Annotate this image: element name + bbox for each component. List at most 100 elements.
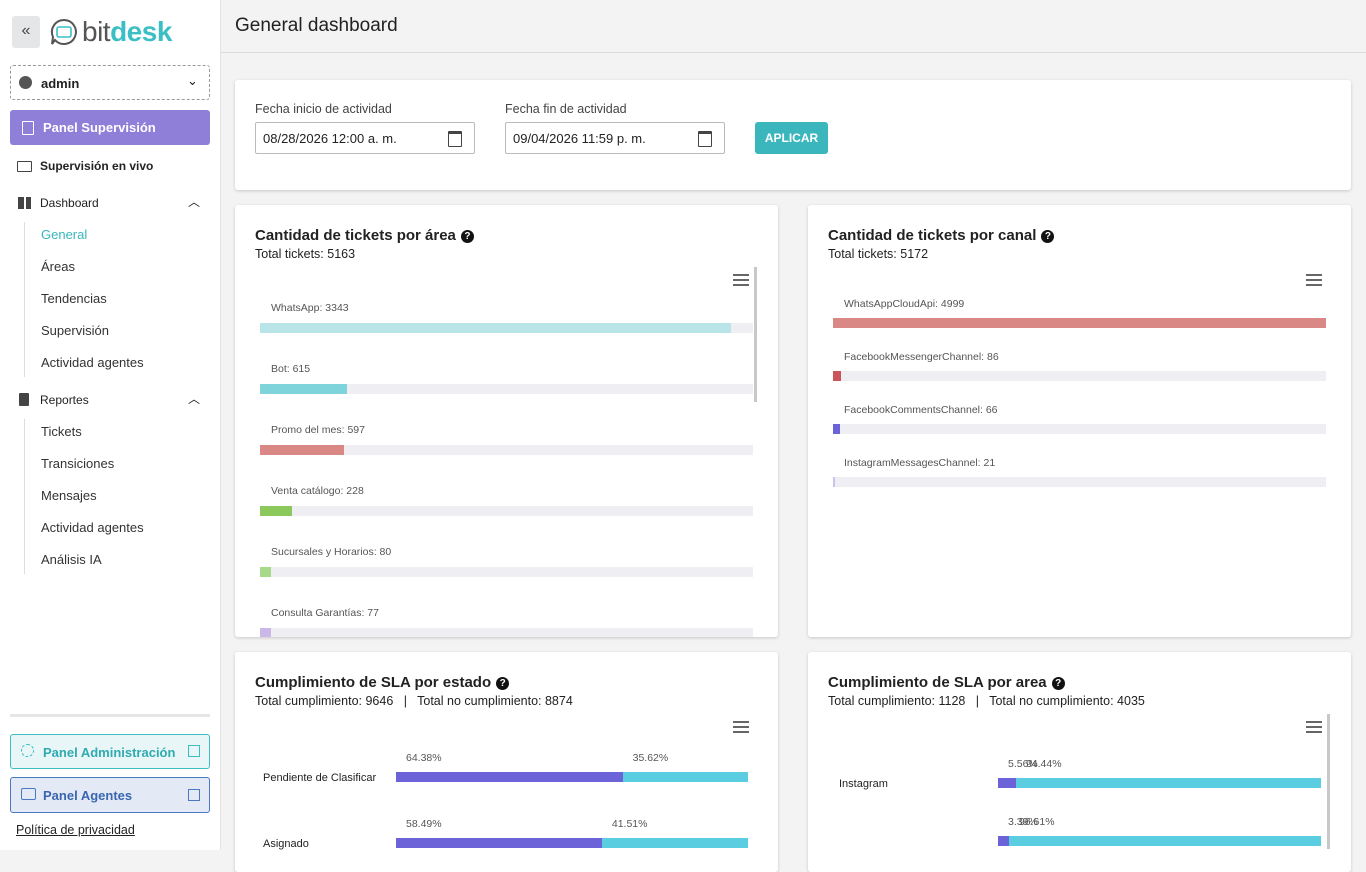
- logo-icon: [50, 18, 77, 45]
- chart-title: Cumplimiento de SLA por estado?: [255, 674, 510, 691]
- bar-label: WhatsApp: 3343: [271, 302, 349, 314]
- chart-subtitle: Total tickets: 5163: [255, 247, 356, 261]
- nav-item[interactable]: General: [41, 227, 88, 242]
- chart-card: Cantidad de tickets por área? Total ticke…: [235, 205, 778, 637]
- chart-menu[interactable]: [1306, 721, 1322, 733]
- segment-label: 3.39%: [1008, 816, 1038, 828]
- chart-subtitle: Total cumplimiento: 9646 | Total no cump…: [255, 694, 573, 708]
- bar-track: [260, 567, 753, 577]
- nav-item[interactable]: Transiciones: [41, 456, 115, 471]
- header: General dashboard: [221, 0, 1366, 53]
- external-icon: [188, 789, 200, 801]
- user-dropdown[interactable]: admin ⌄: [10, 65, 210, 100]
- nav-group[interactable]: Reportes: [40, 393, 89, 407]
- nav-item[interactable]: Actividad agentes: [41, 520, 144, 535]
- chart-card: Cantidad de tickets por canal? Total tick…: [808, 205, 1351, 637]
- nav-item[interactable]: Tickets: [41, 424, 82, 439]
- chart-card: Cumplimiento de SLA por estado? Total cum…: [235, 652, 778, 872]
- calendar-icon: [698, 131, 712, 147]
- bar-track: [260, 506, 753, 516]
- chart-menu[interactable]: [733, 721, 749, 733]
- icon: [22, 121, 34, 135]
- chevron: ︿: [188, 392, 201, 406]
- filter-card: Fecha inicio de actividad 08/28/2026 12:…: [235, 80, 1351, 190]
- bar-segment: [622, 772, 748, 782]
- chart-card: Cumplimiento de SLA por area? Total cumpl…: [808, 652, 1351, 872]
- supervision-button[interactable]: Panel Supervisión: [10, 110, 210, 145]
- button-label: Panel Agentes: [43, 788, 133, 803]
- brand-part: desk: [110, 16, 172, 47]
- field-label: Fecha inicio de actividad: [255, 102, 392, 116]
- date-input[interactable]: 08/28/2026 12:00 a. m.: [255, 122, 475, 154]
- calendar-icon: [448, 131, 462, 147]
- scrollbar: [1327, 714, 1330, 849]
- nav-item[interactable]: Supervisión en vivo: [40, 159, 154, 173]
- collapse-button[interactable]: «: [12, 16, 40, 48]
- brand: bitdesk: [82, 16, 172, 48]
- nav-item[interactable]: Áreas: [41, 259, 75, 274]
- input-value: 08/28/2026 12:00 a. m.: [263, 131, 397, 146]
- tree-line: [24, 419, 25, 574]
- bar-label: Bot: 615: [271, 363, 311, 375]
- bar-label: FacebookMessengerChannel: 86: [844, 351, 999, 363]
- icon: [19, 393, 29, 406]
- divider: [10, 714, 210, 717]
- bar: [260, 323, 731, 333]
- admin-panel-button[interactable]: Panel Administración: [10, 734, 210, 769]
- bar: [260, 384, 347, 394]
- bar-track: [833, 477, 1326, 487]
- nav-group[interactable]: Dashboard: [40, 196, 99, 210]
- nav-item[interactable]: Supervisión: [41, 323, 109, 338]
- segment-label: 41.51%: [611, 818, 648, 830]
- bar: [260, 445, 345, 455]
- help-icon[interactable]: ?: [460, 230, 474, 243]
- bar-segment: [998, 836, 1009, 846]
- nav-item[interactable]: Análisis IA: [41, 552, 102, 567]
- chart-title: Cantidad de tickets por área?: [255, 227, 474, 244]
- page-title: General dashboard: [235, 15, 398, 36]
- help-icon[interactable]: ?: [1051, 677, 1065, 690]
- category-label: Instagram: [839, 778, 888, 790]
- bar-segment: [396, 772, 623, 782]
- brand-part: bit: [82, 16, 111, 47]
- help-icon[interactable]: ?: [1041, 230, 1055, 243]
- bar-label: FacebookCommentsChannel: 66: [844, 404, 998, 416]
- bar: [260, 506, 293, 516]
- bar: [833, 371, 842, 381]
- segment-label: 64.38%: [406, 752, 442, 764]
- chart-menu[interactable]: [1306, 274, 1322, 286]
- scrollbar: [754, 267, 757, 402]
- button-label: Panel Administración: [43, 745, 176, 760]
- bar-track: [260, 445, 753, 455]
- sidebar: « bitdesk admin ⌄ Panel Supervisión Supe…: [0, 0, 221, 850]
- field-label: Fecha fin de actividad: [505, 102, 627, 116]
- apply-button[interactable]: APLICAR: [755, 122, 828, 154]
- user-icon: [19, 76, 32, 89]
- nav-item[interactable]: Tendencias: [41, 291, 107, 306]
- bar-segment: [396, 838, 602, 848]
- bar-label: Venta catálogo: 228: [271, 485, 364, 497]
- user-name: admin: [41, 76, 80, 91]
- date-input[interactable]: 09/04/2026 11:59 p. m.: [505, 122, 725, 154]
- chart-title: Cumplimiento de SLA por area?: [828, 674, 1065, 691]
- privacy-link[interactable]: Política de privacidad: [16, 823, 135, 837]
- bar-track: [833, 371, 1326, 381]
- bar-track: [833, 424, 1326, 434]
- bar-track: [260, 384, 753, 394]
- agents-panel-button[interactable]: Panel Agentes: [10, 777, 210, 813]
- bar-label: Promo del mes: 597: [271, 424, 365, 436]
- bar-segment: [1015, 778, 1321, 788]
- bar-segment: [1008, 836, 1321, 846]
- bar-segment: [601, 838, 748, 848]
- category-label: Asignado: [263, 838, 309, 850]
- input-value: 09/04/2026 11:59 p. m.: [513, 131, 646, 146]
- chart-menu[interactable]: [733, 274, 749, 286]
- nav-item[interactable]: Actividad agentes: [41, 355, 144, 370]
- nav-item[interactable]: Mensajes: [41, 488, 97, 503]
- category-label: Pendiente de Clasificar: [263, 772, 377, 784]
- icon: [18, 197, 31, 209]
- segment-label: 94.44%: [1025, 758, 1062, 770]
- help-icon[interactable]: ?: [496, 677, 510, 690]
- external-icon: [188, 745, 200, 757]
- bar: [833, 424, 840, 434]
